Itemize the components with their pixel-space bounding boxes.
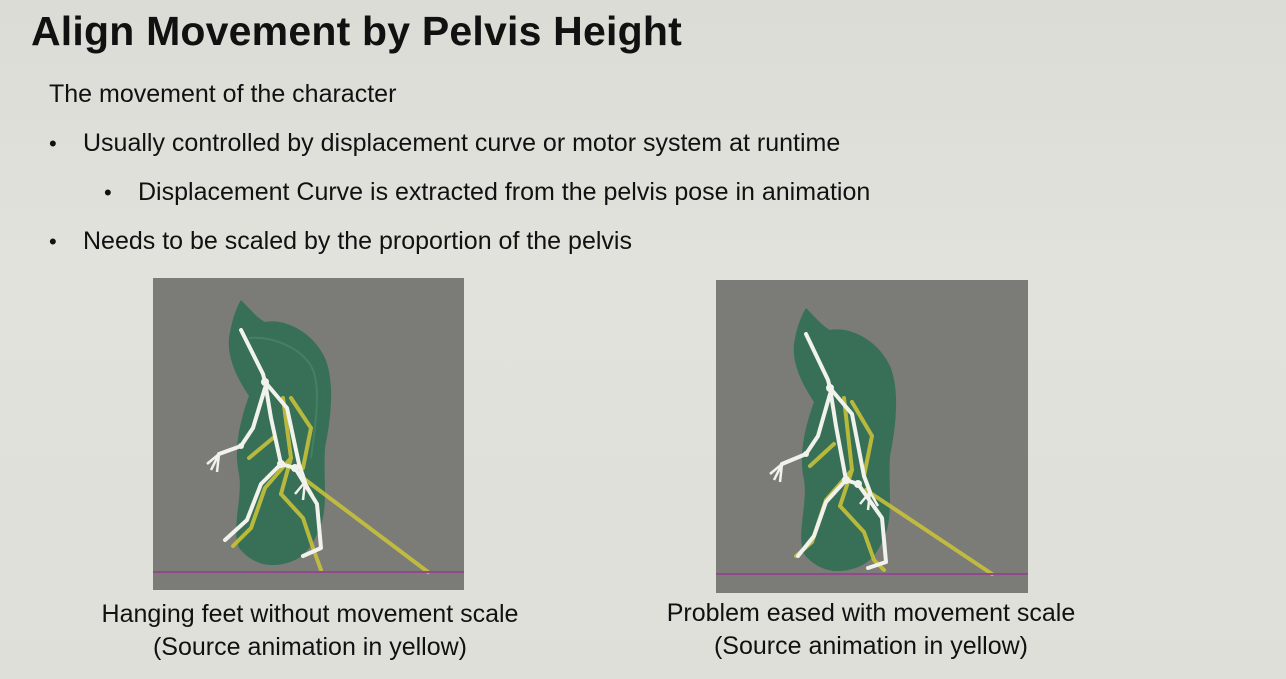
bullet-glyph: • bbox=[49, 131, 57, 156]
bullet-pelvis-scale: Needs to be scaled by the proportion of … bbox=[83, 227, 632, 255]
sub-bullet-displacement-curve: Displacement Curve is extracted from the… bbox=[138, 178, 871, 206]
sub-bullet-glyph: • bbox=[104, 180, 112, 205]
animation-viewport-scaled bbox=[716, 280, 1028, 593]
caption-line: Problem eased with movement scale bbox=[666, 599, 1076, 627]
intro-text: The movement of the character bbox=[49, 80, 397, 108]
character-skeleton-illustration bbox=[716, 308, 1028, 576]
slide-title: Align Movement by Pelvis Height bbox=[31, 8, 682, 54]
figure-caption-unscaled: Hanging feet without movement scale (Sou… bbox=[60, 598, 560, 664]
animation-viewport-unscaled bbox=[153, 278, 464, 590]
caption-line: Hanging feet without movement scale bbox=[101, 600, 519, 628]
bullet-runtime-control: Usually controlled by displacement curve… bbox=[83, 129, 841, 157]
caption-note: (Source animation in yellow) bbox=[152, 633, 468, 661]
bullet-glyph: • bbox=[49, 229, 57, 254]
figure-caption-scaled: Problem eased with movement scale (Sourc… bbox=[620, 597, 1122, 663]
caption-note: (Source animation in yellow) bbox=[713, 632, 1029, 660]
character-skeleton-illustration bbox=[153, 300, 464, 574]
